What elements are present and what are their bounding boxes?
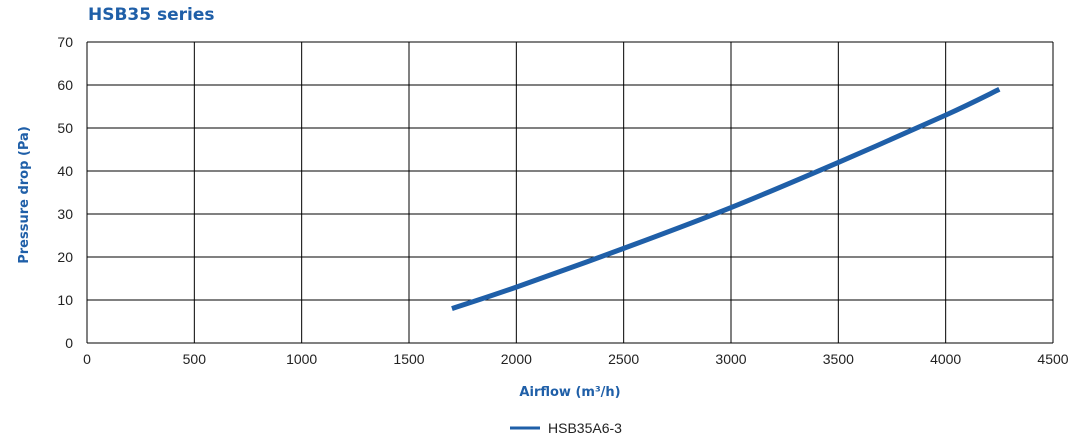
chart-title: HSB35 series [88, 5, 215, 25]
x-tick-label: 4000 [930, 351, 961, 367]
x-tick-label: 3000 [715, 351, 746, 367]
x-tick-label: 0 [83, 351, 91, 367]
y-tick-label: 30 [57, 206, 73, 222]
grid [86, 41, 1054, 344]
x-tick-label: 1500 [393, 351, 424, 367]
series-group [451, 87, 1001, 311]
y-tick-label: 0 [65, 335, 73, 351]
y-tick-label: 50 [57, 120, 73, 136]
y-tick-label: 60 [57, 77, 73, 93]
y-tick-label: 40 [57, 163, 73, 179]
y-tick-label: 10 [57, 292, 73, 308]
x-tick-label: 3500 [823, 351, 854, 367]
legend: HSB35A6-3 [510, 420, 622, 436]
x-tick-label: 2000 [501, 351, 532, 367]
x-axis-label: Airflow (m³/h) [519, 385, 620, 400]
x-axis-ticks: 0 500 1000 1500 2000 2500 3000 3500 4000 4500 [83, 351, 1069, 367]
legend-label: HSB35A6-3 [548, 420, 622, 436]
x-tick-label: 500 [183, 351, 207, 367]
x-tick-label: 2500 [608, 351, 639, 367]
x-tick-label: 1000 [286, 351, 317, 367]
y-axis-label: Pressure drop (Pa) [17, 126, 32, 264]
series-line-hsb35a6-3 [451, 87, 1001, 311]
y-axis-ticks: 0 10 20 30 40 50 60 70 [57, 34, 73, 351]
x-tick-label: 4500 [1037, 351, 1068, 367]
y-tick-label: 20 [57, 249, 73, 265]
y-tick-label: 70 [57, 34, 73, 50]
